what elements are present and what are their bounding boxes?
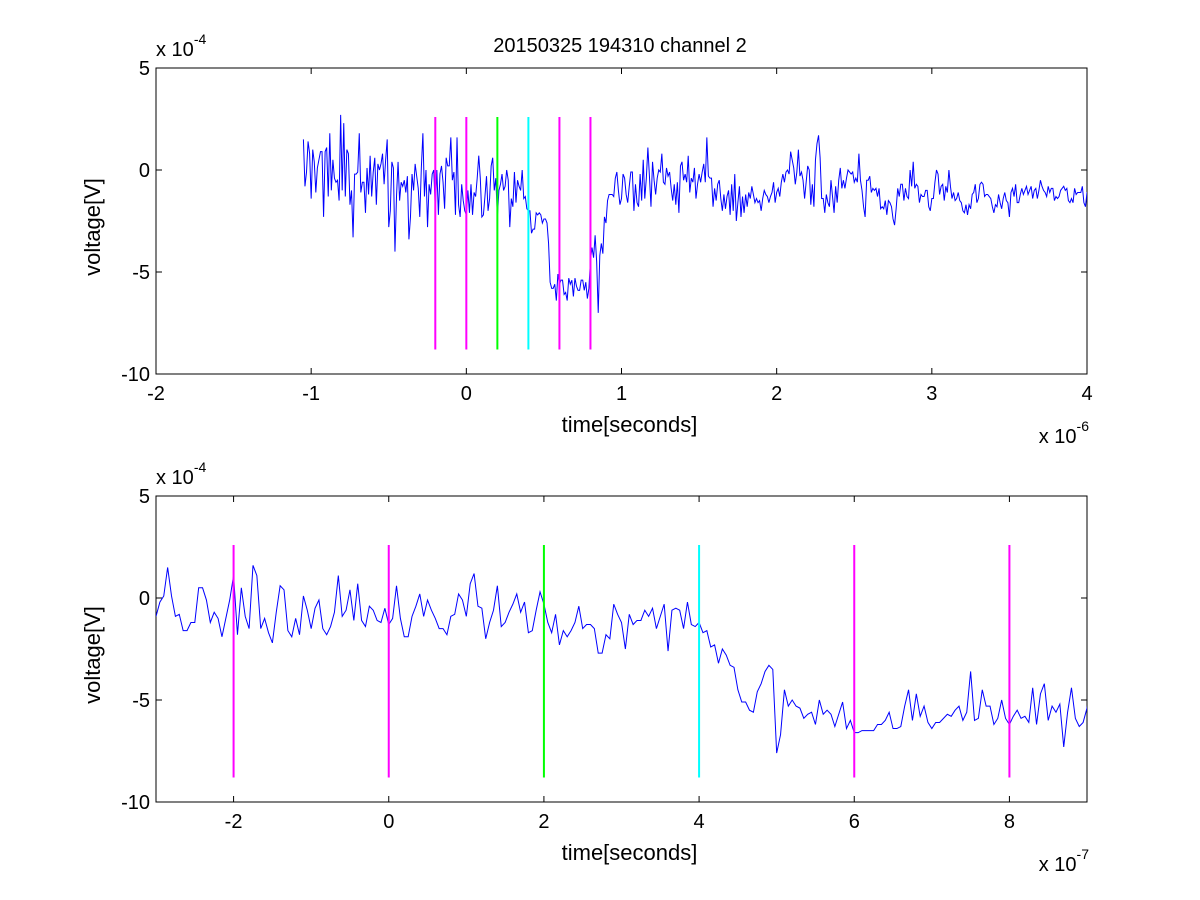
y-axis-label: voltage[V] — [80, 606, 105, 704]
x-tick-label: 3 — [926, 383, 937, 405]
x-tick-label: 4 — [694, 811, 705, 833]
y-tick-label: 5 — [139, 486, 150, 508]
y-multiplier: x 10 — [156, 39, 194, 61]
x-tick-label: 0 — [461, 383, 472, 405]
y-tick-label: 0 — [139, 160, 150, 182]
y-exponent-label: x 10-4 — [156, 31, 206, 61]
x-tick-label: 0 — [383, 811, 394, 833]
x-tick-label: 1 — [616, 383, 627, 405]
y-tick-label: -10 — [121, 792, 150, 814]
signal-line — [302, 114, 1087, 313]
x-exponent: -7 — [1077, 846, 1090, 862]
bottom-plot: -2 0 2 4 6 8 5 0 -5 -10 time[seconds] voltage[V] x 1… — [80, 459, 1089, 876]
y-tick-label: 5 — [139, 58, 150, 80]
y-exponent: -4 — [194, 31, 207, 47]
signal-line — [156, 565, 1087, 754]
x-exponent-label: x 10-7 — [1039, 846, 1089, 876]
axes-box — [155, 495, 1088, 803]
x-tick-label: -2 — [147, 383, 165, 405]
top-plot: -2 -1 0 1 2 3 450-5-10time[seconds]voltage[V]x… — [80, 31, 1093, 448]
x-tick-label: 8 — [1004, 811, 1015, 833]
x-multiplier: x 10 — [1039, 426, 1077, 448]
x-tick-label: 2 — [538, 811, 549, 833]
x-tick-label: -1 — [302, 383, 320, 405]
x-exponent: -6 — [1077, 418, 1090, 434]
y-exponent: -4 — [194, 459, 207, 475]
y-tick-label: -5 — [132, 262, 150, 284]
figure-title: 20150325 194310 channel 2 — [493, 35, 747, 57]
x-multiplier: x 10 — [1039, 854, 1077, 876]
x-exponent-label: x 10-6 — [1039, 418, 1089, 448]
x-tick-label: -2 — [225, 811, 243, 833]
y-multiplier: x 10 — [156, 467, 194, 489]
x-tick-label: 4 — [1081, 383, 1092, 405]
y-exponent-label: x 10-4 — [156, 459, 206, 489]
x-tick-label: 6 — [849, 811, 860, 833]
y-tick-label: 0 — [139, 588, 150, 610]
x-axis-label: time[seconds] — [562, 840, 698, 865]
y-tick-label: -5 — [132, 690, 150, 712]
y-tick-label: -10 — [121, 364, 150, 386]
x-axis-label: time[seconds] — [562, 412, 698, 437]
y-axis-label: voltage[V] — [80, 178, 105, 276]
x-tick-label: 2 — [771, 383, 782, 405]
